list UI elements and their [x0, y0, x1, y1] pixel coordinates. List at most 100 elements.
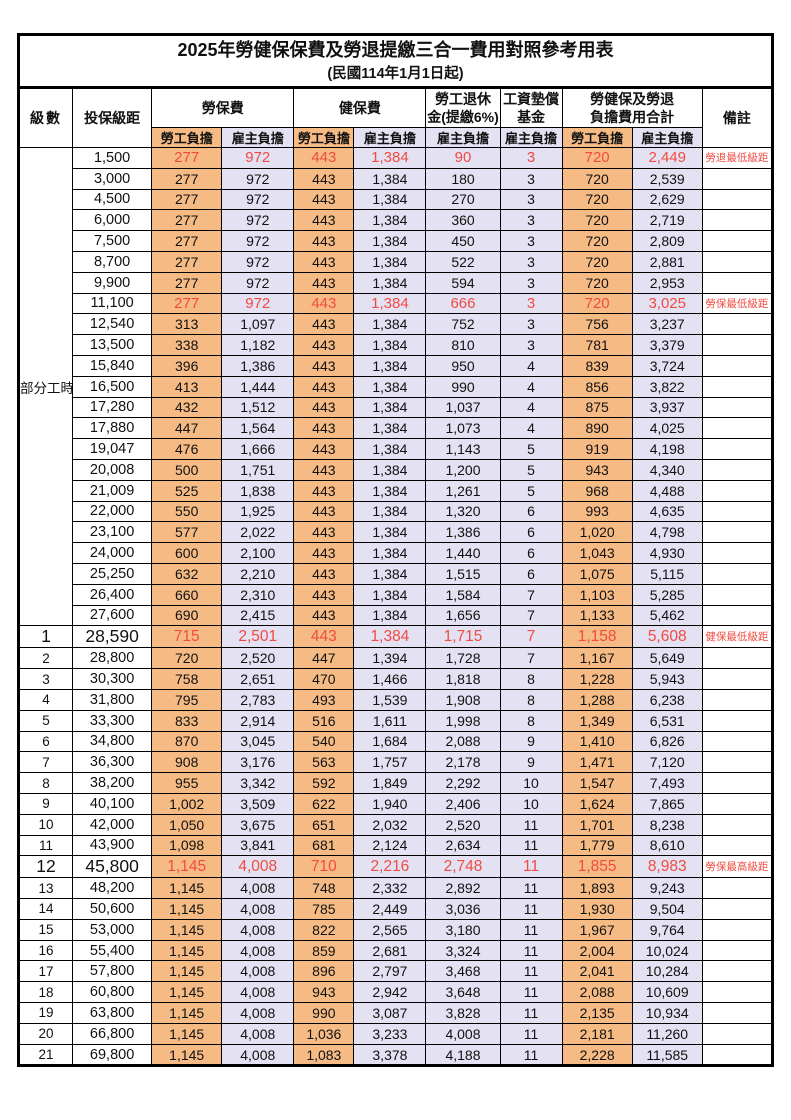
cell-insured-bracket: 42,000	[72, 813, 153, 836]
cell-total-employee: 720	[561, 209, 633, 232]
table-row: 6 34,800 870 3,045 540 1,684 2,088 9 1,410 6,826	[17, 730, 774, 753]
cell-level: 20	[17, 1022, 74, 1045]
table-row: 17 57,800 1,145 4,008 896 2,797 3,468 11 2,041 10…	[17, 960, 774, 983]
cell-health-ins-employee: 443	[293, 500, 355, 523]
cell-total-employee: 1,547	[561, 772, 633, 794]
cell-labor-ins-employer: 2,022	[221, 521, 295, 544]
cell-note	[701, 688, 774, 711]
cell-note	[701, 709, 774, 732]
cell-labor-ins-employee: 1,002	[151, 792, 223, 815]
cell-health-ins-employer: 2,449	[353, 898, 427, 920]
cell-health-ins-employer: 2,332	[353, 877, 427, 900]
cell-note	[701, 188, 774, 211]
table-row: 7,500 277 972 443 1,384 450 3 720 2,809	[19, 230, 774, 252]
cell-total-employee: 720	[561, 271, 633, 294]
cell-note	[701, 647, 774, 670]
cell-labor-ins-employee: 1,145	[151, 981, 223, 1004]
cell-labor-ins-employer: 972	[221, 271, 295, 294]
cell-health-ins-employee: 859	[293, 939, 355, 962]
cell-total-employee: 839	[561, 354, 633, 377]
cell-total-employer: 8,238	[631, 813, 703, 836]
cell-wage-arrears-employer: 10	[499, 772, 563, 794]
cell-health-ins-employer: 1,384	[353, 458, 427, 481]
cell-labor-ins-employer: 3,045	[221, 730, 295, 753]
cell-level: 2	[17, 647, 74, 670]
cell-health-ins-employer: 3,087	[353, 1002, 427, 1024]
cell-insured-bracket: 7,500	[72, 230, 153, 252]
cell-health-ins-employer: 1,757	[353, 751, 427, 774]
cell-health-ins-employer: 2,124	[353, 834, 427, 857]
cell-wage-arrears-employer: 11	[499, 1022, 563, 1045]
cell-level: 1	[17, 625, 74, 649]
subheader-health-employee: 勞工負擔	[293, 127, 355, 148]
cell-pension-employer: 1,320	[425, 500, 501, 523]
cell-total-employer: 7,120	[631, 751, 703, 774]
cell-insured-bracket: 63,800	[72, 1002, 153, 1024]
cell-total-employee: 1,349	[561, 709, 633, 732]
cell-insured-bracket: 27,600	[72, 604, 153, 627]
cell-pension-employer: 1,037	[425, 396, 501, 419]
table-row: 8 38,200 955 3,342 592 1,849 2,292 10 1,547 7,493	[17, 772, 774, 794]
cell-insured-bracket: 28,800	[72, 647, 153, 670]
cell-health-ins-employer: 1,384	[353, 500, 427, 523]
cell-labor-ins-employer: 4,008	[221, 877, 295, 900]
cell-level: 8	[17, 772, 74, 794]
cell-note	[701, 396, 774, 419]
cell-labor-ins-employer: 4,008	[221, 855, 295, 879]
cell-wage-arrears-employer: 6	[499, 562, 563, 585]
cell-labor-ins-employer: 972	[221, 209, 295, 232]
cell-labor-ins-employee: 277	[151, 167, 223, 190]
cell-insured-bracket: 50,600	[72, 898, 153, 920]
cell-labor-ins-employer: 4,008	[221, 939, 295, 962]
cell-wage-arrears-employer: 9	[499, 751, 563, 774]
premium-reference-table: 2025年勞健保保費及勞退提繳三合一費用對照參考用表 (民國114年1月1日起)…	[17, 33, 774, 1068]
cell-insured-bracket: 3,000	[72, 167, 153, 190]
cell-note: 勞保最低級距	[701, 292, 774, 315]
cell-wage-arrears-employer: 3	[499, 271, 563, 294]
cell-labor-ins-employer: 1,564	[221, 417, 295, 440]
cell-note	[701, 918, 774, 941]
cell-wage-arrears-employer: 11	[499, 939, 563, 962]
cell-labor-ins-employee: 396	[151, 354, 223, 377]
cell-level: 18	[17, 981, 74, 1004]
cell-health-ins-employee: 710	[293, 855, 355, 879]
cell-note	[701, 981, 774, 1004]
cell-total-employer: 7,493	[631, 772, 703, 794]
cell-wage-arrears-employer: 3	[499, 230, 563, 252]
cell-wage-arrears-employer: 3	[499, 313, 563, 336]
table-row: 11,100 277 972 443 1,384 666 3 720 3,025 勞保最低級距	[19, 292, 774, 315]
cell-labor-ins-employee: 277	[151, 250, 223, 273]
cell-total-employer: 2,809	[631, 230, 703, 252]
table-row: 19,047 476 1,666 443 1,384 1,143 5 919 4,198	[19, 438, 774, 460]
cell-wage-arrears-employer: 5	[499, 458, 563, 481]
cell-level: 3	[17, 668, 74, 690]
cell-health-ins-employer: 1,384	[353, 250, 427, 273]
cell-pension-employer: 594	[425, 271, 501, 294]
cell-total-employer: 2,719	[631, 209, 703, 232]
cell-total-employer: 11,260	[631, 1022, 703, 1045]
cell-pension-employer: 1,200	[425, 458, 501, 481]
cell-health-ins-employer: 1,684	[353, 730, 427, 753]
cell-wage-arrears-employer: 11	[499, 981, 563, 1004]
page-subtitle: (民國114年1月1日起)	[327, 66, 464, 82]
cell-labor-ins-employee: 500	[151, 458, 223, 481]
cell-labor-ins-employer: 972	[221, 167, 295, 190]
cell-note	[701, 500, 774, 523]
cell-insured-bracket: 28,590	[72, 625, 153, 649]
table-row: 19 63,800 1,145 4,008 990 3,087 3,828 11 2,135 10…	[17, 1002, 774, 1024]
cell-health-ins-employer: 1,384	[353, 292, 427, 315]
cell-pension-employer: 360	[425, 209, 501, 232]
cell-total-employee: 875	[561, 396, 633, 419]
cell-health-ins-employee: 748	[293, 877, 355, 900]
cell-total-employee: 919	[561, 438, 633, 460]
cell-total-employee: 2,181	[561, 1022, 633, 1045]
cell-pension-employer: 2,634	[425, 834, 501, 857]
cell-labor-ins-employee: 715	[151, 625, 223, 649]
cell-level: 21	[17, 1043, 74, 1067]
table-row: 11 43,900 1,098 3,841 681 2,124 2,634 11 1,779 8,…	[17, 834, 774, 857]
cell-health-ins-employer: 2,681	[353, 939, 427, 962]
cell-pension-employer: 2,748	[425, 855, 501, 879]
cell-wage-arrears-employer: 6	[499, 542, 563, 564]
cell-labor-ins-employer: 3,176	[221, 751, 295, 774]
cell-pension-employer: 90	[425, 147, 501, 169]
